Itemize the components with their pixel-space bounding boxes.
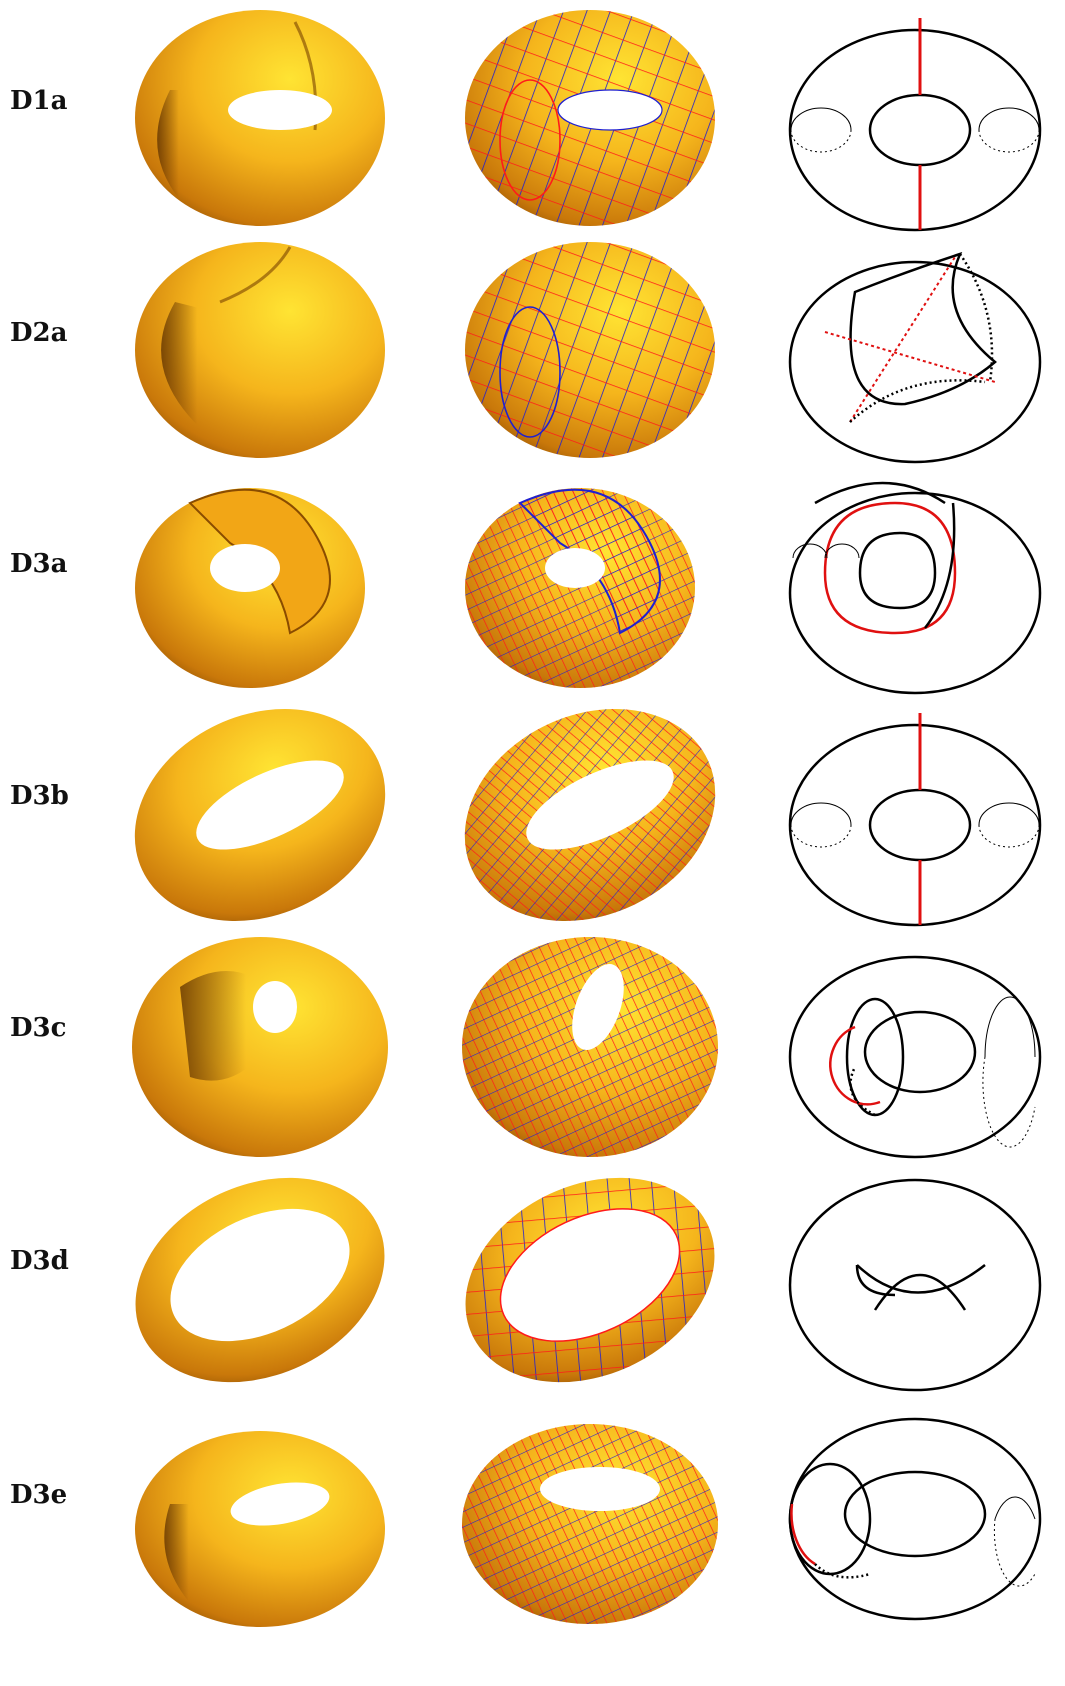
figure-row: D3e <box>0 1394 1065 1635</box>
mesh-surface <box>450 695 740 936</box>
schematic-diagram <box>785 927 1065 1168</box>
schematic-diagram <box>785 1160 1065 1401</box>
figure-row: D3a <box>0 463 1065 704</box>
mesh-surface <box>450 1394 740 1635</box>
row-label: D3b <box>10 781 69 811</box>
schematic-diagram <box>785 695 1065 936</box>
shaded-surface <box>120 927 410 1168</box>
shaded-surface <box>120 232 410 473</box>
figure-row: D3c <box>0 927 1065 1168</box>
schematic-diagram <box>785 1394 1065 1635</box>
figure-row: D3b <box>0 695 1065 936</box>
figure-row: D1a <box>0 0 1065 241</box>
schematic-diagram <box>785 232 1065 473</box>
shaded-surface <box>120 463 410 704</box>
mesh-surface <box>450 927 740 1168</box>
row-label: D1a <box>10 86 68 116</box>
figure-row: D2a <box>0 232 1065 473</box>
schematic-diagram <box>785 463 1065 704</box>
shaded-surface <box>120 1394 410 1635</box>
figure-row: D3d <box>0 1160 1065 1401</box>
row-label: D3a <box>10 549 68 579</box>
row-label: D2a <box>10 318 68 348</box>
mesh-surface <box>450 232 740 473</box>
mesh-surface <box>450 0 740 241</box>
shaded-surface <box>120 1160 410 1401</box>
schematic-diagram <box>785 0 1065 241</box>
mesh-surface <box>450 463 740 704</box>
shaded-surface <box>120 0 410 241</box>
row-label: D3e <box>10 1480 68 1510</box>
row-label: D3d <box>10 1246 69 1276</box>
mesh-surface <box>450 1160 740 1401</box>
shaded-surface <box>120 695 410 936</box>
row-label: D3c <box>10 1013 67 1043</box>
